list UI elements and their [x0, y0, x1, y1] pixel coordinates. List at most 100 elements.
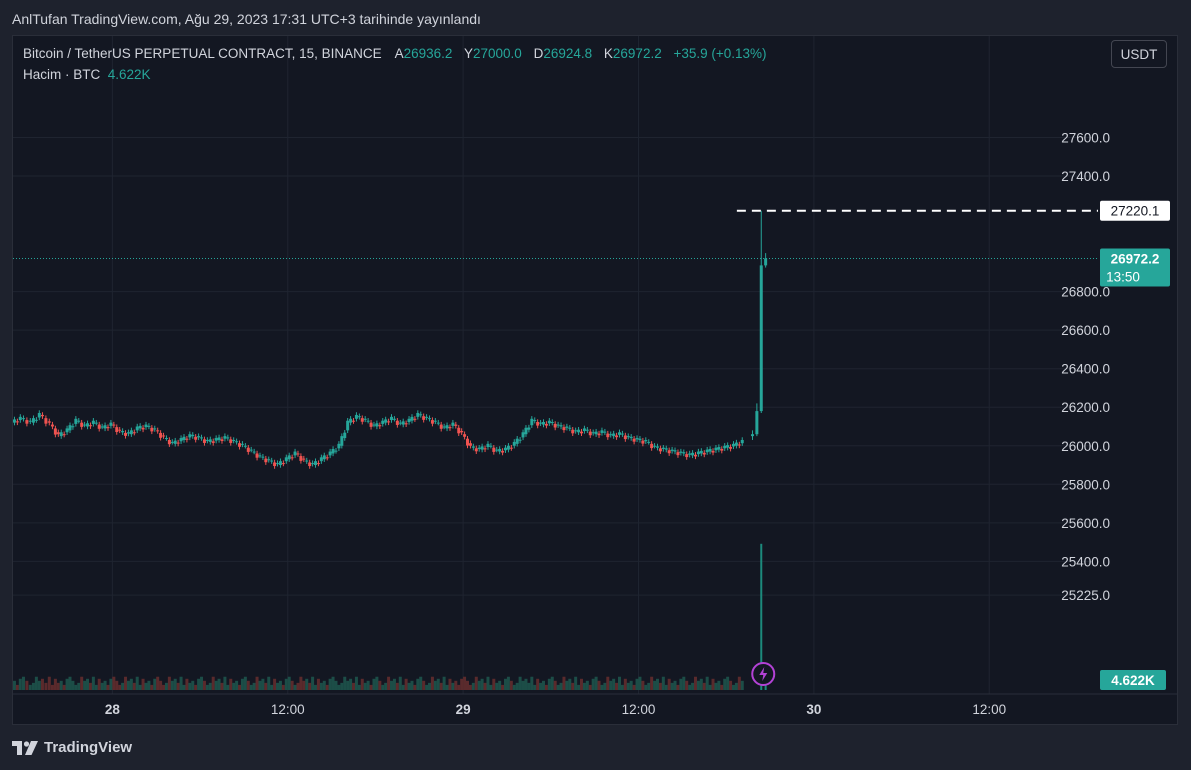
volume-bar — [740, 680, 744, 690]
candle-body — [457, 427, 461, 434]
candle — [568, 425, 572, 432]
candle-body — [688, 453, 692, 455]
candle-body — [609, 434, 613, 436]
volume-bar — [346, 680, 350, 690]
candle — [474, 445, 478, 454]
price-tick-label: 26200.0 — [1061, 400, 1110, 415]
candle — [512, 439, 516, 449]
volume-bar — [238, 684, 242, 690]
candle — [249, 446, 253, 453]
candle-body — [103, 425, 107, 429]
volume-bar — [760, 543, 763, 690]
volume-bar — [135, 676, 139, 690]
candle — [731, 441, 735, 450]
volume-bar — [702, 682, 706, 690]
chart-panel[interactable]: 27600.0 27400.0 26800.0 26600.0 26400.0 26200… — [12, 35, 1178, 725]
volume-bar — [463, 676, 467, 690]
candle-body — [150, 427, 154, 432]
volume-bar — [273, 678, 277, 690]
currency-button[interactable]: USDT — [1111, 40, 1167, 68]
volume-bar — [34, 676, 38, 690]
volume-bar — [638, 676, 642, 690]
candle-body — [281, 463, 285, 465]
candle-body — [141, 427, 145, 430]
volume-bar — [220, 682, 224, 690]
candle-body — [258, 455, 262, 457]
candle-body — [182, 436, 186, 440]
volume-bar — [325, 684, 329, 690]
candle-body — [623, 435, 627, 440]
candle — [734, 439, 738, 449]
volume-bar — [723, 678, 727, 690]
candle-body — [515, 438, 519, 444]
candle — [56, 429, 60, 437]
candle — [115, 424, 119, 435]
volume-bar — [585, 680, 589, 690]
candle — [197, 433, 201, 441]
candle — [407, 416, 411, 425]
volume-bar — [544, 684, 548, 690]
price-chart[interactable]: 27600.0 27400.0 26800.0 26600.0 26400.0 26200… — [13, 36, 1178, 725]
candle — [542, 419, 546, 428]
symbol-title[interactable]: Bitcoin / TetherUS PERPETUAL CONTRACT, 1… — [23, 46, 382, 61]
candle-body — [319, 457, 323, 462]
volume-bar — [80, 676, 84, 690]
volume-bar — [167, 676, 171, 690]
candle-body — [413, 418, 417, 420]
volume-bar — [103, 680, 107, 690]
candle — [653, 443, 657, 449]
volume-bar — [314, 684, 318, 690]
volume-bar — [711, 678, 715, 690]
candle — [632, 436, 636, 445]
volume-bar — [170, 680, 174, 690]
candle-body — [691, 452, 695, 456]
candle-body — [176, 442, 180, 444]
price-tick-label: 26600.0 — [1061, 323, 1110, 338]
time-tick-label: 12:00 — [972, 702, 1006, 717]
candle — [229, 436, 233, 446]
volume-bar — [425, 684, 429, 690]
brand-label: TradingView — [44, 739, 133, 756]
candle-body — [290, 457, 294, 459]
candle — [714, 444, 718, 453]
candle — [550, 419, 554, 426]
candle — [129, 427, 133, 437]
candle — [59, 429, 63, 439]
candle-body — [620, 433, 624, 435]
candle — [588, 428, 592, 438]
volume-bar — [147, 680, 151, 690]
candle — [205, 437, 209, 444]
candle — [255, 450, 259, 461]
candle — [729, 444, 733, 452]
candle-body — [299, 456, 303, 461]
candle-body — [667, 450, 671, 454]
low-value: 26924.8 — [543, 46, 593, 61]
candle-body — [352, 420, 356, 422]
tradingview-brand[interactable]: TradingView — [12, 739, 132, 756]
lightning-icon[interactable] — [751, 662, 776, 686]
volume-bar — [13, 680, 16, 690]
volume-bar — [667, 678, 671, 690]
volume-label[interactable]: Hacim · BTC — [23, 67, 101, 82]
candle-body — [71, 426, 75, 428]
volume-bar — [47, 676, 51, 690]
candle-body — [255, 453, 259, 458]
time-tick-label: 12:00 — [622, 702, 656, 717]
candle — [410, 414, 414, 424]
open-value: 26936.2 — [403, 46, 453, 61]
candle — [226, 434, 230, 441]
candle-body — [360, 418, 364, 422]
candle — [173, 437, 177, 447]
volume-bar — [606, 676, 610, 690]
volume-bar — [629, 680, 633, 690]
candle — [202, 436, 206, 446]
volume-bar — [360, 678, 364, 690]
candle — [454, 421, 458, 429]
last-price-label-text: 26972.2 — [1111, 251, 1160, 266]
volume-bar — [603, 682, 607, 690]
volume-bar — [729, 680, 733, 690]
volume-bar — [691, 682, 695, 690]
candle — [40, 412, 44, 419]
volume-bar — [448, 678, 452, 690]
candle — [281, 460, 285, 467]
